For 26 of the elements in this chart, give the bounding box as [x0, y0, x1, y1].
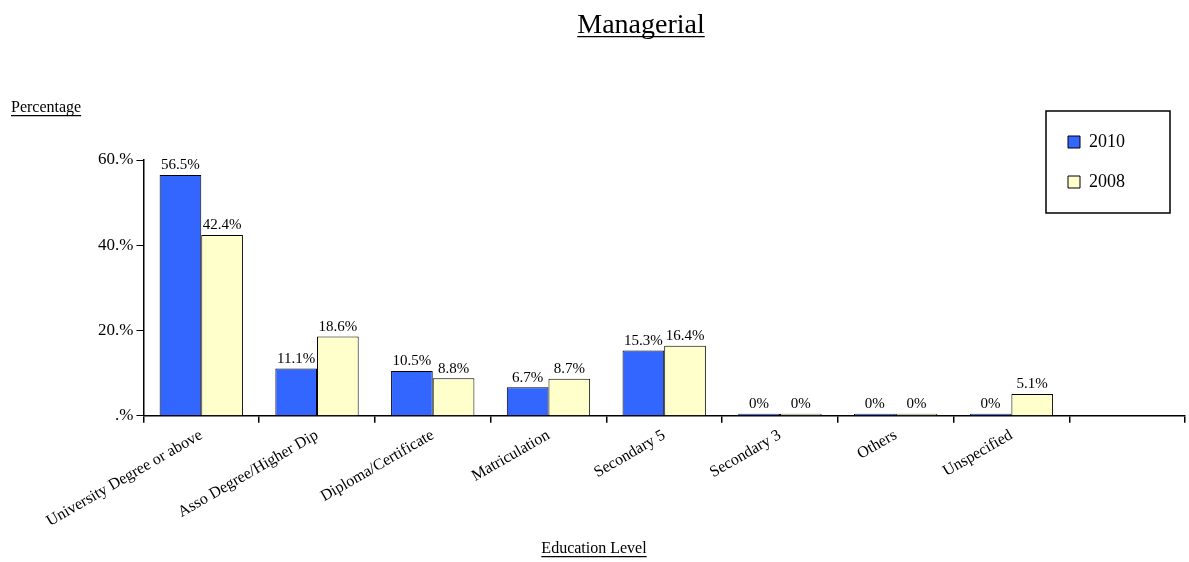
data-label: 8.8%: [437, 359, 470, 376]
y-tick-label: .%: [114, 405, 134, 425]
y-tick-label: 60.%: [97, 149, 134, 169]
data-label: 0%: [906, 395, 927, 412]
data-label: 0%: [980, 395, 1001, 412]
data-label: 5.1%: [1016, 375, 1048, 392]
data-label: 56.5%: [161, 156, 200, 173]
y-tick-label: 20.%: [97, 319, 134, 339]
x-axis-title: Education Level: [541, 539, 648, 556]
data-label: 8.7%: [553, 360, 585, 377]
chart-title: Managerial: [577, 8, 705, 39]
legend-label: 2010: [1089, 130, 1125, 151]
data-label: 15.3%: [624, 331, 663, 348]
data-label: 6.7%: [512, 368, 544, 385]
data-label: 10.5%: [392, 352, 432, 369]
x-tick-label: Others: [853, 425, 900, 462]
data-label: 0%: [749, 395, 770, 412]
data-label: 11.1%: [277, 349, 316, 366]
legend-label: 2008: [1089, 170, 1125, 191]
y-tick-label: 40.%: [97, 234, 134, 254]
data-label: 16.4%: [665, 327, 705, 344]
y-axis-title: Percentage: [11, 98, 82, 116]
data-label: 0%: [864, 395, 885, 412]
data-label: 0%: [790, 395, 811, 412]
data-label: 42.4%: [202, 216, 242, 233]
data-label: 18.6%: [318, 317, 358, 334]
